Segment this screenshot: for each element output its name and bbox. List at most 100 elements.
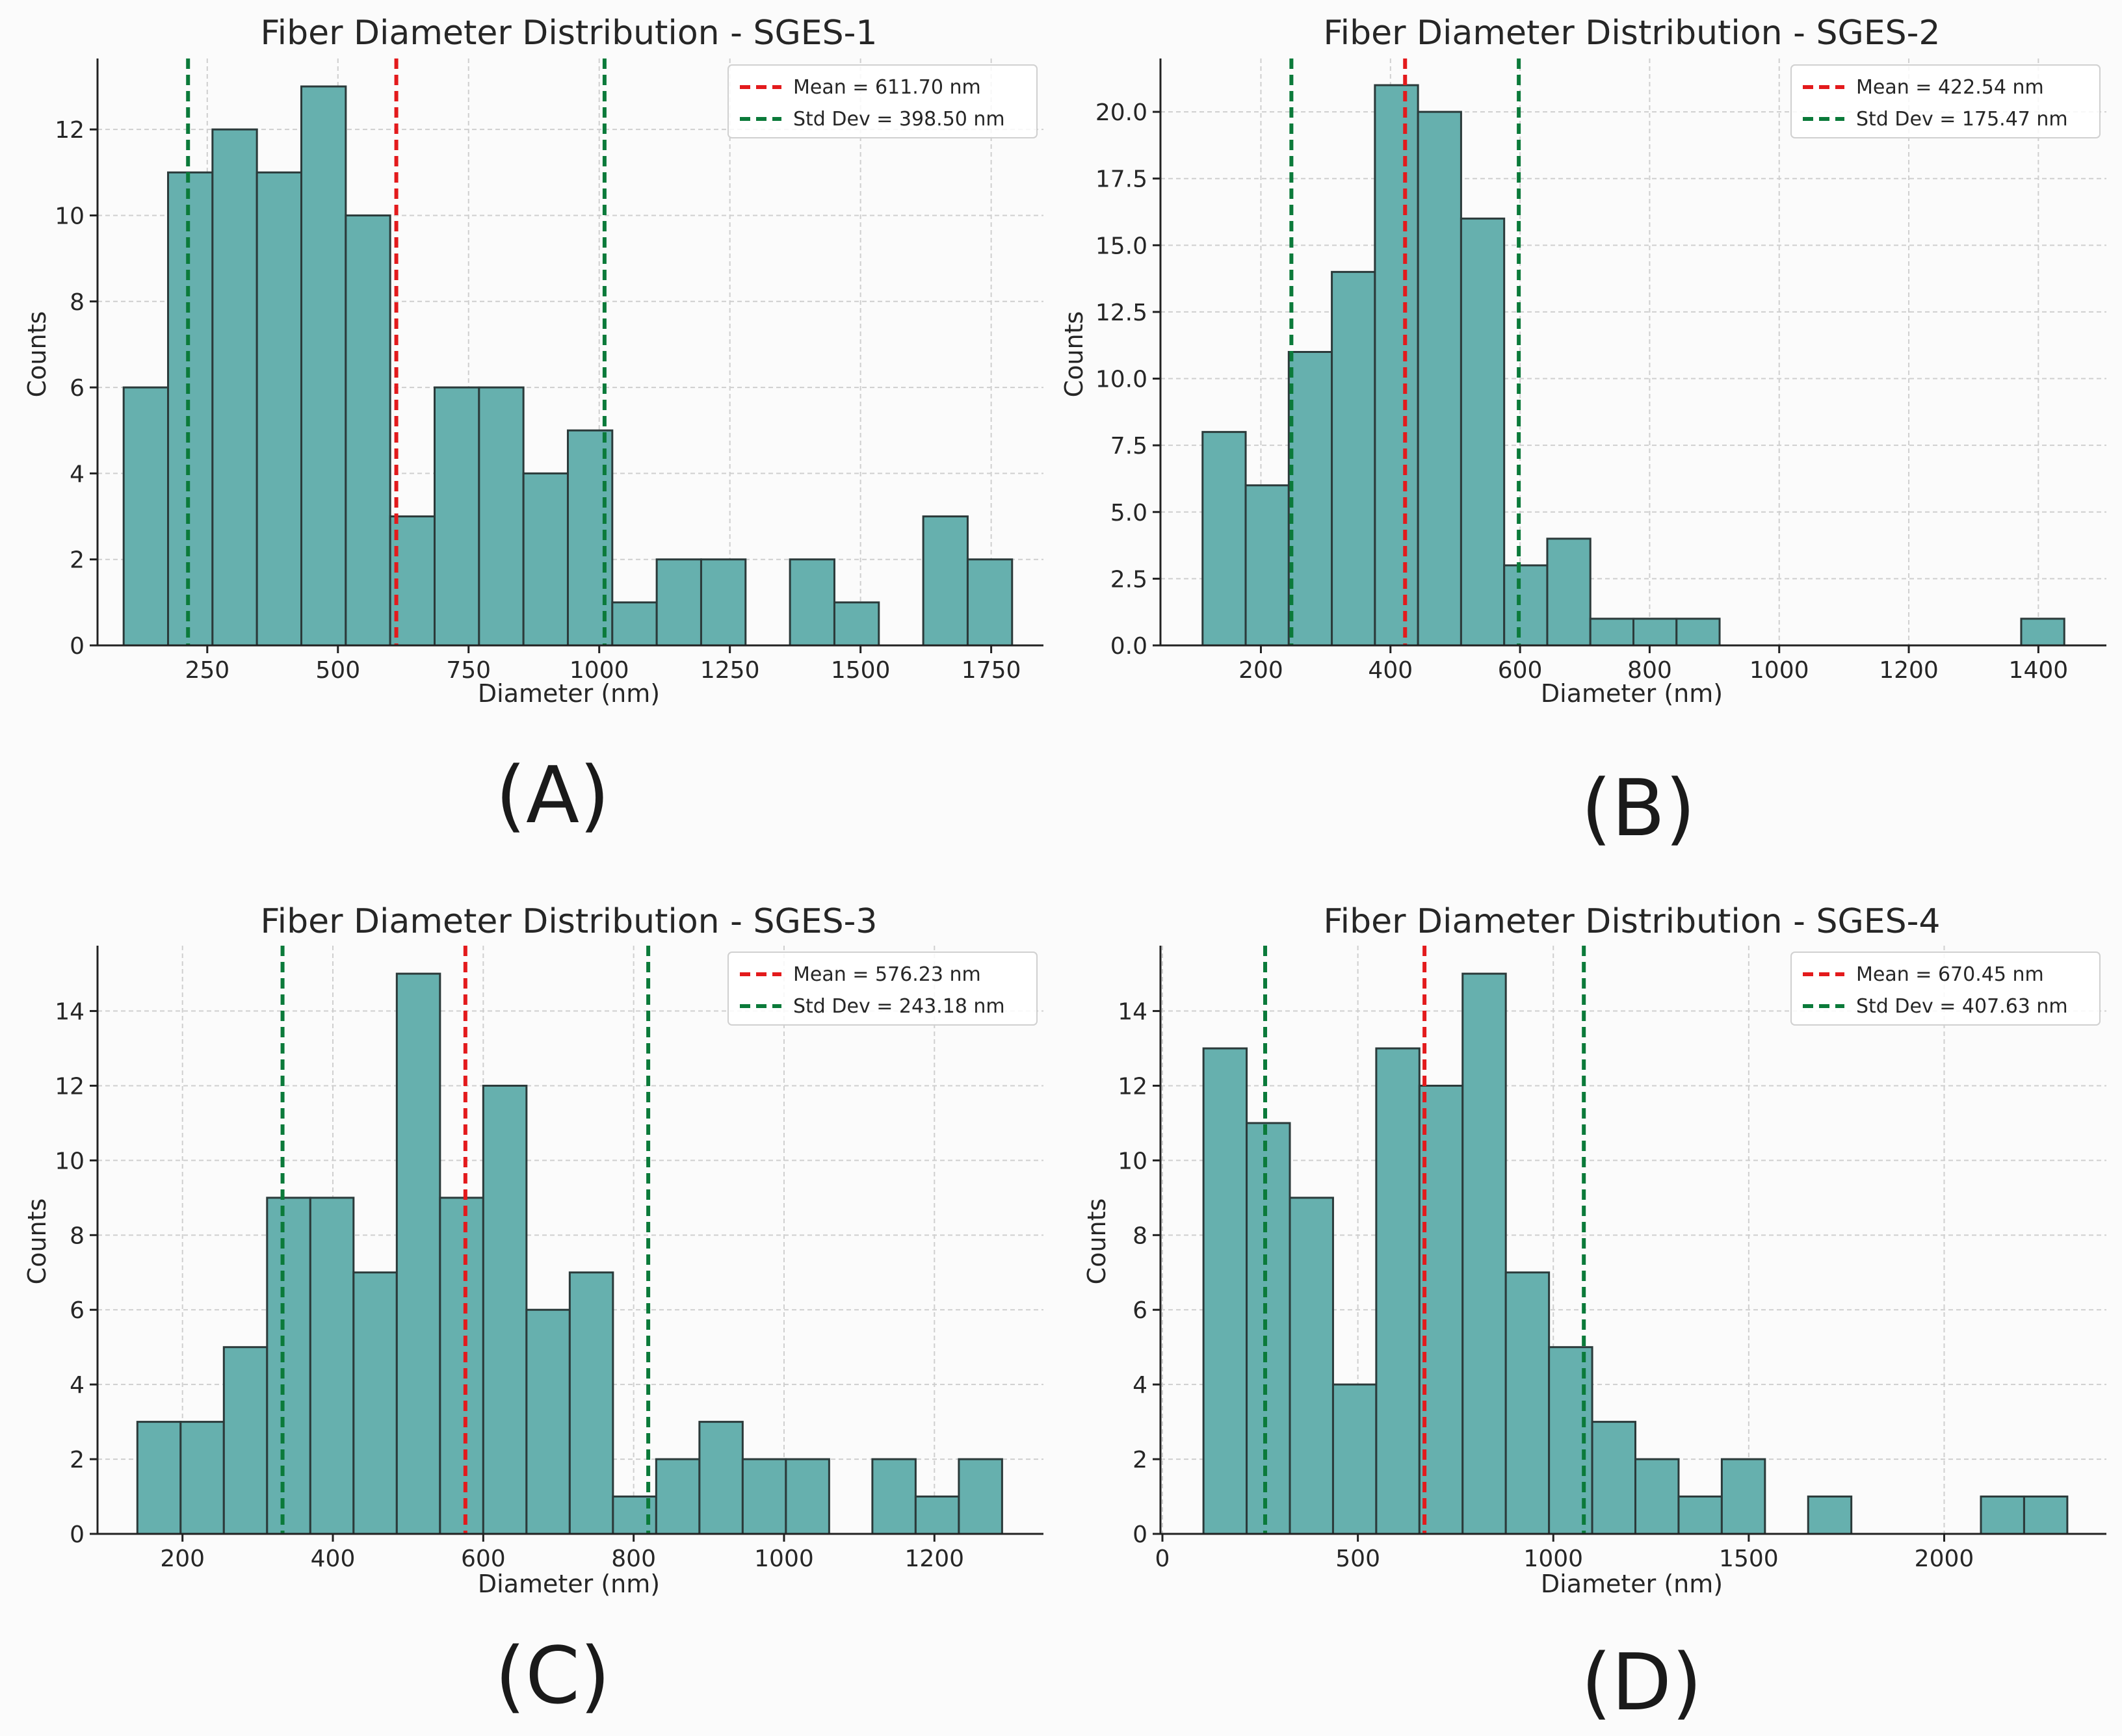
histogram-bar [345,214,391,647]
y-tick-label: 2 [70,547,85,574]
panel-c: Fiber Diameter Distribution - SGES-3 Dia… [23,902,1043,1722]
histogram-bar [522,472,569,647]
histogram-bar [300,85,347,647]
histogram-bar [222,1346,269,1535]
histogram-bar [1417,110,1462,647]
y-axis-label: Counts [23,1198,51,1285]
y-tick-label: 6 [70,375,85,402]
plot-area: 0 500 1000 1500 2000 0 2 4 6 8 10 12 14 Mean = 670.45… [1118,946,2106,1572]
histogram-bar [167,171,214,647]
histogram-bar [833,601,880,647]
x-tick-label: 800 [611,1546,656,1572]
x-tick-label: 1000 [1523,1546,1583,1572]
x-tick-label: 1500 [1719,1546,1779,1572]
x-tick-label: 1000 [754,1546,814,1572]
x-tick-label: 1200 [1879,657,1939,684]
x-axis-label: Diameter (nm) [1541,1570,1723,1598]
legend: Mean = 611.70 nm Std Dev = 398.50 nm [727,64,1038,138]
histogram-bar [1634,1458,1680,1535]
histogram-bar [1374,84,1419,647]
chart-title: Fiber Diameter Distribution - SGES-2 [1324,14,1941,53]
x-tick-label: 1200 [904,1546,964,1572]
x-tick-label: 500 [1335,1546,1380,1572]
legend: Mean = 670.45 nm Std Dev = 407.63 nm [1790,952,2101,1026]
x-tick-label: 1500 [831,657,891,684]
histogram-bar [1546,538,1592,647]
histogram-bar [789,558,835,647]
y-tick-label: 20.0 [1095,99,1147,126]
plot-area: 250 500 750 1000 1250 1500 1750 0 2 4 6 8 10 12 Mean =… [55,58,1043,684]
histogram-bar [352,1271,398,1535]
histogram-bar [395,972,441,1535]
x-tick-label: 200 [160,1546,205,1572]
legend: Mean = 422.54 nm Std Dev = 175.47 nm [1790,64,2101,138]
histogram-bar [255,171,303,647]
legend-entry: Std Dev = 398.50 nm [793,108,1005,131]
histogram-bar [698,1421,744,1535]
y-tick-label: 8 [1133,1223,1147,1249]
x-axis-label: Diameter (nm) [478,1570,660,1598]
y-tick-label: 10 [55,203,85,229]
legend-frame [1790,952,2101,1026]
histogram-bar [1289,1197,1334,1535]
x-tick-label: 250 [185,657,229,684]
legend-entry: Std Dev = 175.47 nm [1856,108,2068,131]
chart-title: Fiber Diameter Distribution - SGES-1 [261,14,878,53]
y-tick-label: 0.0 [1110,633,1147,660]
histogram-bar [1331,270,1376,647]
histogram-bar [1632,617,1678,647]
histogram-bar [1331,1383,1378,1535]
histogram-bar [741,1458,787,1535]
y-tick-label: 2 [1133,1447,1147,1473]
y-tick-label: 2.5 [1110,566,1147,593]
legend-frame [727,64,1038,138]
x-tick-label: 1000 [1749,657,1809,684]
x-axis-label: Diameter (nm) [1541,679,1723,708]
histogram-bar [2023,1496,2069,1535]
y-tick-label: 17.5 [1095,166,1147,193]
x-tick-label: 500 [315,657,360,684]
plot-area: 200 400 600 800 1000 1200 1400 0.0 2.5 5.0 7.5 10.0… [1095,58,2106,684]
histogram-bar [482,1084,528,1535]
histogram-bar [1807,1496,1853,1535]
histogram-bar [2020,617,2065,647]
legend-entry: Mean = 611.70 nm [793,76,981,99]
y-tick-label: 5.0 [1110,500,1147,526]
histogram-bar [525,1308,571,1535]
histogram-bar [871,1458,917,1535]
histogram-bar [309,1197,355,1535]
histogram-bar [1720,1458,1766,1535]
panel-label: (D) [1581,1638,1702,1728]
y-tick-label: 7.5 [1110,433,1147,460]
plot-area: 200 400 600 800 1000 1200 0 2 4 6 8 10 12 14 Mean = 57… [55,946,1043,1572]
legend-frame [727,952,1038,1026]
y-tick-label: 10 [55,1148,85,1174]
x-tick-label: 800 [1627,657,1672,684]
histogram-bar [211,128,258,647]
y-axis-label: Counts [23,311,51,398]
y-tick-label: 14 [55,999,85,1026]
panel-a: Fiber Diameter Distribution - SGES-1 Dia… [23,14,1043,841]
histogram-bar [1287,351,1333,647]
y-tick-label: 12 [55,117,85,144]
chart-title: Fiber Diameter Distribution - SGES-4 [1324,902,1941,941]
legend: Mean = 576.23 nm Std Dev = 243.18 nm [727,952,1038,1026]
histogram-bar [1591,1421,1637,1535]
panel-d: Fiber Diameter Distribution - SGES-4 Dia… [1082,902,2106,1728]
histogram-bar [914,1496,960,1535]
x-tick-label: 1400 [2009,657,2069,684]
y-tick-label: 2 [70,1447,85,1473]
histogram-bar [700,558,747,647]
y-axis-label: Counts [1060,311,1088,398]
histogram-bar [1675,617,1721,647]
y-tick-label: 0 [70,1522,85,1548]
y-tick-label: 12.5 [1095,300,1147,326]
legend-frame [1790,64,2101,138]
y-tick-label: 0 [70,633,85,660]
x-tick-label: 200 [1238,657,1283,684]
y-axis-label: Counts [1082,1198,1111,1285]
chart-title: Fiber Diameter Distribution - SGES-3 [261,902,878,941]
y-tick-label: 10 [1118,1148,1147,1174]
histogram-bar [136,1421,182,1535]
x-tick-label: 1250 [700,657,760,684]
